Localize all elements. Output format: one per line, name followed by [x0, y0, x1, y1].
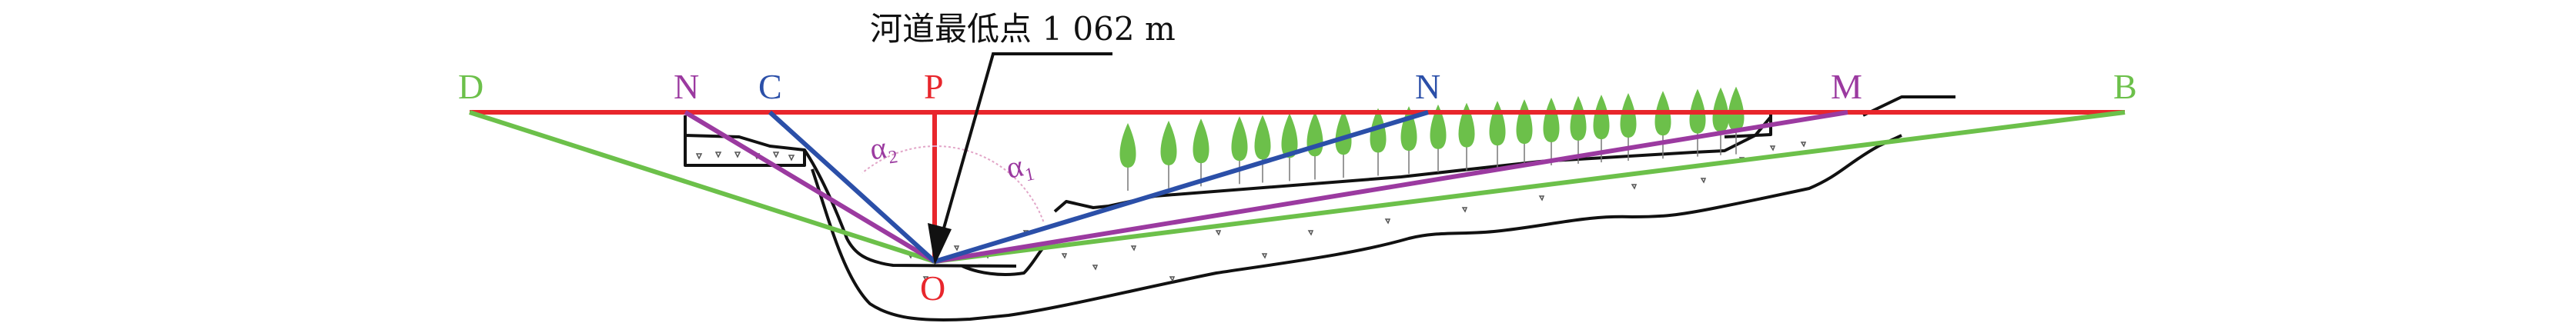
line-DO: [469, 110, 935, 264]
point-label-M: M: [1831, 67, 1862, 106]
tree-icon: [1335, 110, 1352, 155]
line-OM: [934, 110, 1848, 264]
tree-icon: [1489, 101, 1506, 146]
angle-arc-alpha2: [861, 145, 935, 174]
tree-icon: [1281, 113, 1298, 158]
tree-icon: [1458, 102, 1475, 148]
ground-profile: [684, 95, 1955, 321]
line-OB: [934, 110, 2126, 264]
tree-icon: [1543, 98, 1560, 142]
tree-icon: [1430, 104, 1447, 149]
right-bank-rim: [1862, 95, 1955, 117]
tree-icon: [1231, 116, 1248, 162]
point-label-N-right: N: [1415, 67, 1440, 106]
point-label-N-left: N: [674, 67, 699, 106]
annotation-lowest-point: 河道最低点 1 062 m: [870, 10, 1176, 48]
tree-icon: [1193, 118, 1209, 164]
tree-icon: [1160, 120, 1177, 165]
tree-icon: [1620, 93, 1637, 138]
point-label-B: B: [2113, 67, 2137, 106]
annotation-leader-line: [942, 52, 1112, 231]
point-label-O: O: [920, 268, 945, 308]
line-ON: [934, 110, 1429, 264]
sediment-mark: [695, 152, 795, 162]
line-CO: [768, 110, 937, 264]
point-label-C: C: [758, 67, 782, 106]
riverbed-channel: [962, 246, 1045, 276]
angle-label-alpha1: α₁: [1003, 146, 1036, 185]
line-NO: [684, 110, 936, 264]
tree-icon: [1119, 123, 1136, 168]
right-top-edge: [1724, 114, 1772, 138]
tree-icon: [1593, 95, 1610, 140]
tree-icon: [1570, 95, 1587, 141]
right-terrace-upper: [1053, 115, 1772, 213]
angle-arc-alpha1: [934, 145, 1045, 224]
arrow-pointer: [928, 223, 952, 265]
tree-icon: [1728, 86, 1745, 132]
tree-icon: [1254, 115, 1271, 160]
inner-valley-left: [803, 148, 1017, 268]
angle-label-alpha2: α₂: [868, 128, 899, 166]
tree-icon: [1712, 87, 1729, 132]
tree-group: [1119, 86, 1745, 191]
tree-icon: [1370, 108, 1387, 153]
outer-valley-floor: [811, 134, 1902, 321]
point-label-D: D: [458, 67, 483, 106]
tree-icon: [1516, 99, 1533, 145]
point-label-P: P: [924, 67, 944, 106]
